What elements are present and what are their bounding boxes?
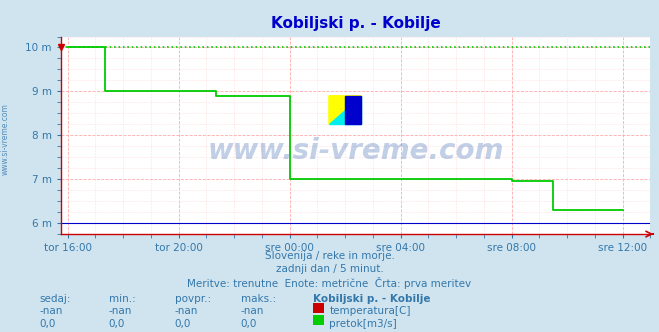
Polygon shape [329,96,361,124]
Text: www.si-vreme.com: www.si-vreme.com [208,137,503,165]
Text: www.si-vreme.com: www.si-vreme.com [1,104,10,175]
Text: povpr.:: povpr.: [175,294,211,304]
Text: -nan: -nan [109,306,132,316]
Polygon shape [329,96,361,124]
Text: Slovenija / reke in morje.: Slovenija / reke in morje. [264,251,395,261]
Text: pretok[m3/s]: pretok[m3/s] [330,319,397,329]
Text: 0,0: 0,0 [40,319,56,329]
Text: 0,0: 0,0 [241,319,257,329]
Text: Kobiljski p. - Kobilje: Kobiljski p. - Kobilje [313,294,430,304]
Text: Meritve: trenutne  Enote: metrične  Črta: prva meritev: Meritve: trenutne Enote: metrične Črta: … [187,277,472,289]
Text: 0,0: 0,0 [175,319,191,329]
Text: maks.:: maks.: [241,294,275,304]
Text: -nan: -nan [175,306,198,316]
Text: zadnji dan / 5 minut.: zadnji dan / 5 minut. [275,264,384,274]
Text: -nan: -nan [40,306,63,316]
Text: min.:: min.: [109,294,136,304]
Title: Kobiljski p. - Kobilje: Kobiljski p. - Kobilje [271,16,440,31]
Text: -nan: -nan [241,306,264,316]
Text: sedaj:: sedaj: [40,294,71,304]
Polygon shape [345,96,361,124]
Text: 0,0: 0,0 [109,319,125,329]
Text: temperatura[C]: temperatura[C] [330,306,411,316]
